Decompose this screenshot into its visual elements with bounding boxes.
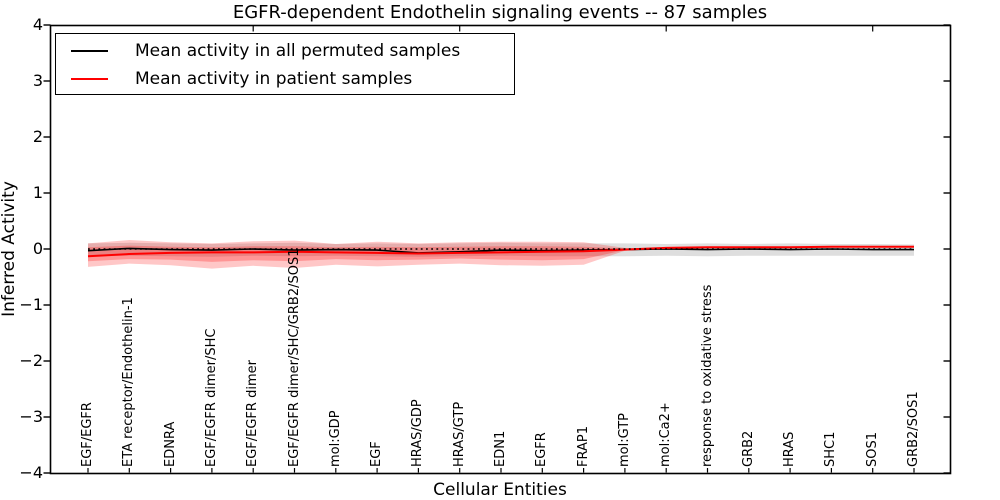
x-tick-label: EGFR [534, 432, 550, 467]
y-tick-label: 4 [32, 15, 43, 34]
y-tick-label: 1 [32, 183, 43, 202]
x-tick-label: EGF/EGFR [80, 402, 95, 467]
x-tick-label: EGF [369, 441, 385, 467]
legend-label-patient: Mean activity in patient samples [135, 69, 413, 89]
x-tick-label: EGF/EGFR dimer [245, 360, 261, 467]
legend-label-permuted: Mean activity in all permuted samples [135, 41, 461, 61]
series-line-mean-activity-in-all-permuted-samples [87, 247, 914, 254]
x-tick-label: HRAS/GDP [410, 399, 426, 467]
y-tick-label: 0 [32, 239, 43, 258]
x-tick-label: EGF/EGFR dimer/SHC/GRB2/SOS1 [286, 248, 302, 468]
legend-entry-permuted: Mean activity in all permuted samples [56, 37, 514, 65]
y-tick-label: −4 [19, 463, 43, 482]
x-tick-label: EDNRA [162, 421, 178, 467]
y-tick-label: −3 [19, 407, 43, 426]
legend-box: Mean activity in all permuted samples Me… [55, 33, 515, 95]
legend-entry-patient: Mean activity in patient samples [56, 65, 514, 93]
permuted-line-swatch [71, 50, 108, 52]
x-tick-label: HRAS/GTP [451, 401, 467, 467]
x-tick-label: EGF/EGFR dimer/SHC [203, 328, 219, 467]
series-line-mean-activity-in-patient-samples [87, 245, 914, 258]
x-tick-label: response to oxidative stress [699, 284, 715, 467]
x-axis-label: Cellular Entities [433, 480, 567, 500]
y-tick-label: −2 [19, 351, 43, 370]
x-tick-label: GRB2 [740, 430, 756, 467]
x-tick-label: mol:Ca2+ [658, 402, 674, 467]
y-tick-label: 2 [32, 127, 43, 146]
chart-title: EGFR-dependent Endothelin signaling even… [232, 2, 768, 23]
patient-line-swatch [71, 78, 108, 80]
x-tick-label: ETA receptor/Endothelin-1 [121, 297, 137, 467]
y-tick-label: 3 [32, 71, 43, 90]
x-tick-label: mol:GDP [327, 410, 343, 467]
x-tick-label: EDN1 [493, 430, 508, 467]
y-tick-label: −1 [19, 295, 43, 314]
x-tick-label: SOS1 [864, 431, 880, 467]
band-1-patient-samples-range-outer- [88, 240, 667, 269]
x-tick-label: SHC1 [823, 431, 839, 467]
x-tick-label: HRAS [782, 431, 798, 467]
x-tick-label: GRB2/SOS1 [906, 391, 921, 467]
x-tick-label: FRAP1 [575, 426, 591, 467]
x-tick-label: mol:GTP [616, 413, 632, 467]
